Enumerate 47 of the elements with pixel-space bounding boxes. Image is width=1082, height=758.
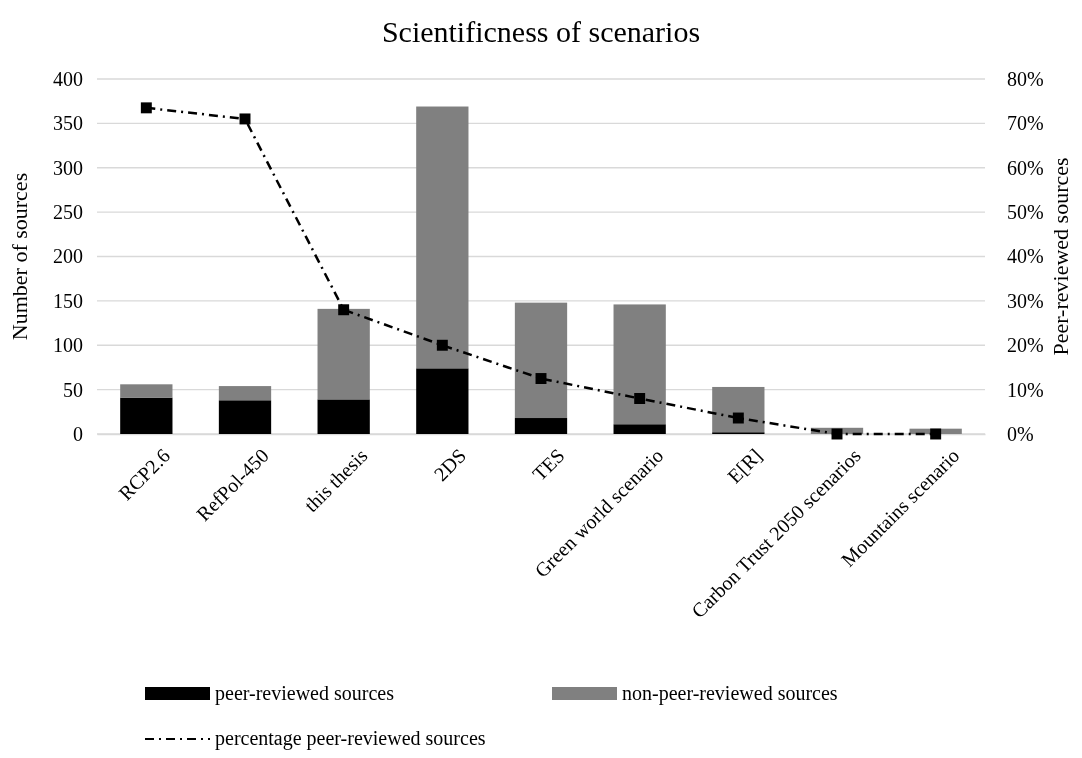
y-tick-label: 400 (53, 67, 83, 90)
point (338, 304, 350, 316)
y2-tick-label: 20% (1007, 334, 1044, 357)
point (930, 428, 942, 440)
y-tick-label: 100 (53, 334, 83, 357)
point (239, 113, 251, 125)
point (436, 339, 448, 351)
bar (218, 400, 272, 434)
y2-tick-label: 40% (1007, 245, 1044, 268)
x-tick-label: 2DS (429, 444, 471, 485)
y2-tick-label: 0% (1007, 422, 1034, 445)
y2-axis-title: Peer-reviewed sources (1048, 157, 1073, 356)
y-tick-label: 0 (73, 422, 83, 445)
bar (416, 368, 469, 434)
x-tick-label: TES (528, 444, 569, 485)
y2-tick-label: 70% (1007, 112, 1044, 135)
bar (317, 308, 370, 400)
bar (514, 302, 568, 419)
y-tick-label: 50 (63, 378, 83, 401)
bar (712, 386, 765, 433)
y-tick-label: 350 (53, 112, 83, 135)
bar (218, 386, 272, 401)
y-axis-title: Number of sources (7, 172, 32, 341)
legend-label: non-peer-reviewed sources (622, 682, 838, 705)
point (732, 412, 744, 424)
legend-label: peer-reviewed sources (215, 682, 395, 705)
bar (416, 106, 469, 369)
bar (120, 384, 173, 398)
y-tick-label: 200 (53, 245, 83, 268)
bar (613, 424, 666, 434)
point (140, 102, 152, 114)
bar (613, 304, 666, 425)
y2-tick-label: 30% (1007, 289, 1044, 312)
y-tick-label: 250 (53, 201, 83, 224)
bar (514, 418, 568, 434)
chart-title: Scientificness of scenarios (381, 15, 701, 48)
bar (317, 399, 370, 434)
y-tick-label: 150 (53, 289, 83, 312)
y2-tick-label: 80% (1007, 67, 1044, 90)
y2-tick-label: 50% (1007, 201, 1044, 224)
point (634, 393, 646, 404)
y-tick-label: 300 (53, 156, 83, 179)
y2-tick-label: 10% (1007, 378, 1044, 401)
legend-label: percentage peer-reviewed sources (215, 727, 486, 750)
point (535, 373, 547, 385)
bar (120, 397, 173, 434)
y2-tick-label: 60% (1007, 156, 1044, 179)
